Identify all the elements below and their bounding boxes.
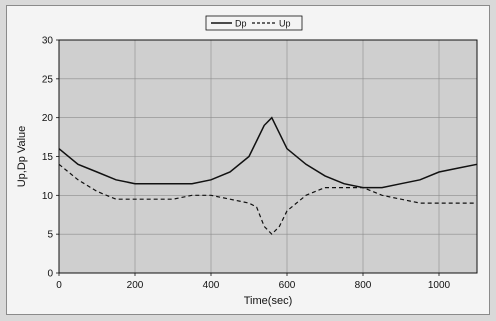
y-axis-label: Up,Dp Value bbox=[16, 126, 28, 188]
legend: Dp Up bbox=[205, 15, 303, 31]
x-tick-label: 0 bbox=[56, 280, 62, 291]
x-tick-label: 600 bbox=[279, 280, 296, 291]
y-tick-label: 30 bbox=[42, 36, 54, 47]
x-tick-label: 400 bbox=[203, 280, 220, 291]
y-tick-label: 25 bbox=[42, 74, 54, 85]
y-tick-label: 0 bbox=[47, 269, 53, 280]
chart-frame: 0 200 400 600 800 1000 0 5 10 15 20 25 30 Time(sec)… bbox=[6, 5, 490, 315]
y-tick-label: 20 bbox=[42, 113, 54, 124]
x-axis-label: Time(sec) bbox=[244, 295, 292, 307]
legend-label-up: Up bbox=[279, 19, 291, 29]
x-tick-label: 1000 bbox=[428, 280, 451, 291]
y-tick-label: 10 bbox=[42, 191, 54, 202]
series-line-dp bbox=[58, 116, 478, 189]
legend-label-dp: Dp bbox=[235, 19, 247, 29]
chart-svg: 0 200 400 600 800 1000 0 5 10 15 20 25 30 Time(sec)… bbox=[16, 15, 478, 307]
x-ticks: 0 200 400 600 800 1000 bbox=[56, 273, 451, 291]
y-tick-label: 5 bbox=[47, 230, 53, 241]
series-group bbox=[58, 116, 478, 236]
x-tick-label: 800 bbox=[355, 280, 372, 291]
y-ticks: 0 5 10 15 20 25 30 bbox=[42, 36, 59, 280]
x-tick-label: 200 bbox=[127, 280, 144, 291]
y-tick-label: 15 bbox=[42, 152, 54, 163]
